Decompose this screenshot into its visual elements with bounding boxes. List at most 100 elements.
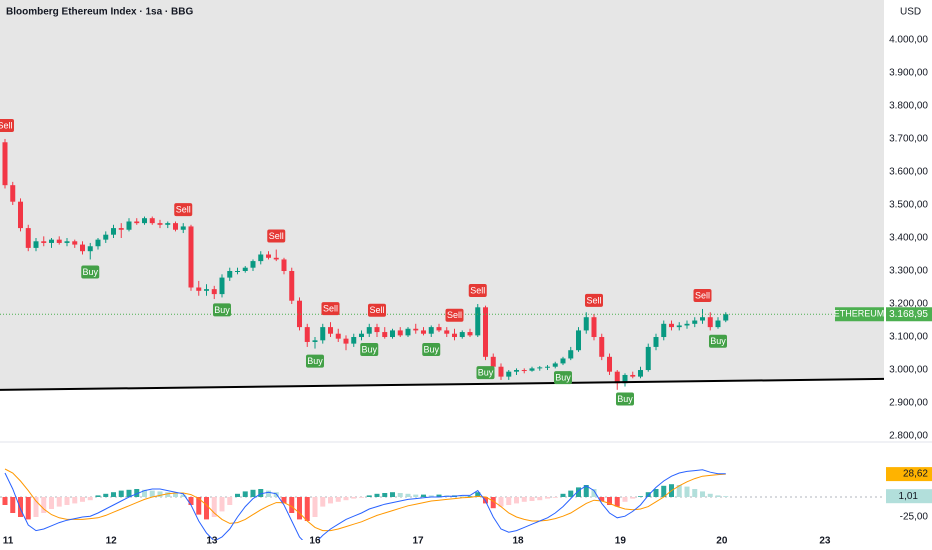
- signal-label: Sell: [176, 205, 191, 215]
- candle-body: [513, 370, 519, 372]
- histogram-bar: [103, 493, 109, 497]
- histogram-bar: [234, 493, 240, 497]
- candle-body: [203, 289, 209, 291]
- histogram-bar: [723, 496, 729, 497]
- candle-body: [723, 314, 729, 321]
- histogram-bar: [622, 497, 628, 502]
- histogram-bar: [358, 497, 364, 498]
- histogram-bar: [141, 489, 147, 497]
- y-tick-label: 3.300,00: [889, 266, 928, 277]
- histogram-bar: [211, 497, 217, 517]
- histogram-bar: [172, 493, 178, 497]
- candle-body: [250, 261, 256, 268]
- candle-body: [568, 350, 574, 359]
- signal-label: Sell: [0, 120, 13, 130]
- candle-body: [637, 370, 643, 377]
- histogram-bar: [513, 497, 519, 504]
- candle-body: [591, 317, 597, 338]
- y-tick-label: 3.100,00: [889, 332, 928, 343]
- histogram-bar: [149, 490, 155, 497]
- macd-line: [4, 469, 726, 540]
- signal-box: [693, 288, 712, 302]
- trendline: [0, 377, 884, 391]
- signal-label: Sell: [369, 305, 384, 315]
- candle-body: [614, 371, 620, 384]
- candle-body: [320, 327, 326, 341]
- x-tick-label: 19: [615, 536, 627, 547]
- last-price-label: 3.168,95: [889, 309, 928, 320]
- x-tick-label: 17: [413, 536, 425, 547]
- candle-body: [521, 370, 527, 372]
- candle-body: [358, 333, 364, 338]
- histogram-bar: [699, 491, 705, 497]
- histogram-bar: [157, 491, 163, 497]
- histogram-bar: [506, 497, 512, 505]
- histogram-bar: [637, 496, 643, 497]
- signal-box: [422, 343, 441, 357]
- candle-body: [110, 228, 116, 235]
- y-tick-label: 4.000,00: [889, 35, 928, 46]
- candle-body: [289, 270, 295, 301]
- signal-box: [445, 308, 464, 322]
- histogram-bar: [2, 497, 8, 505]
- candle-body: [560, 358, 566, 364]
- candle-body: [118, 228, 124, 230]
- histogram-bar: [327, 497, 333, 504]
- candle-body: [622, 374, 628, 384]
- histogram-bar: [118, 490, 124, 497]
- y-tick-label: 3.900,00: [889, 68, 928, 79]
- signal-label: Buy: [710, 336, 726, 346]
- candle-body: [172, 223, 178, 230]
- candle-body: [366, 327, 372, 334]
- candle-body: [436, 327, 442, 331]
- candle-body: [405, 328, 411, 336]
- histogram-bar: [242, 491, 248, 497]
- signal-box: [321, 302, 340, 316]
- candle-body: [242, 267, 248, 271]
- candle-body: [304, 327, 310, 342]
- signal-box: [267, 229, 286, 243]
- histogram-bar: [95, 495, 101, 497]
- candle-body: [149, 218, 155, 224]
- histogram-bar: [413, 494, 419, 497]
- candle-body: [227, 270, 233, 278]
- candle-body: [552, 363, 558, 367]
- signal-label: Buy: [478, 367, 494, 377]
- signal-box: [468, 284, 487, 298]
- candle-body: [599, 337, 605, 357]
- candle-body: [537, 367, 543, 369]
- signal-box: [476, 366, 495, 380]
- histogram-bar: [428, 495, 434, 497]
- histogram-bar: [436, 494, 442, 497]
- histogram-bar: [219, 497, 225, 512]
- y-tick-label: 2.900,00: [889, 398, 928, 409]
- candle-body: [25, 228, 31, 248]
- histogram-bar: [405, 493, 411, 497]
- candle-body: [715, 320, 721, 328]
- signal-box: [615, 392, 634, 406]
- candle-body: [48, 239, 54, 243]
- signal-box: [0, 118, 14, 132]
- candle-body: [544, 366, 550, 368]
- y-tick-label: 3.700,00: [889, 134, 928, 145]
- x-tick-label: 23: [819, 536, 831, 547]
- candle-body: [668, 323, 674, 328]
- histogram-value-box: [886, 489, 932, 504]
- histogram-bar: [645, 492, 651, 497]
- candle-body: [707, 317, 713, 328]
- signal-value-label: 28,62: [903, 469, 928, 480]
- histogram-bar: [560, 493, 566, 497]
- candle-body: [157, 223, 163, 225]
- signal-label: Buy: [423, 344, 439, 354]
- histogram-bar: [110, 492, 116, 497]
- last-price-name-box: [835, 307, 884, 322]
- histogram-bar: [521, 497, 527, 502]
- histogram-bar: [397, 493, 403, 497]
- candle-body: [351, 337, 357, 344]
- candle-body: [103, 234, 109, 240]
- candle-body: [498, 366, 504, 377]
- histogram-bar: [343, 497, 349, 501]
- histogram-value-label: 1,01: [899, 491, 919, 502]
- histogram-bar: [537, 497, 543, 501]
- histogram-bar: [630, 497, 636, 499]
